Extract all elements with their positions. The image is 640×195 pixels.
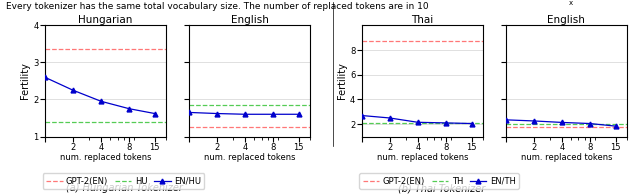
Legend: GPT-2(EN), TH, EN/TH: GPT-2(EN), TH, EN/TH bbox=[360, 173, 519, 189]
Title: English: English bbox=[547, 15, 586, 25]
X-axis label: num. replaced tokens: num. replaced tokens bbox=[377, 153, 468, 162]
Y-axis label: Fertility: Fertility bbox=[337, 62, 347, 99]
Text: (a) Hungarian Tokenizer: (a) Hungarian Tokenizer bbox=[67, 183, 183, 193]
Text: x: x bbox=[568, 0, 572, 6]
X-axis label: num. replaced tokens: num. replaced tokens bbox=[204, 153, 295, 162]
Title: English: English bbox=[230, 15, 269, 25]
Text: (b) Thai Tokenizer: (b) Thai Tokenizer bbox=[398, 183, 485, 193]
Legend: GPT-2(EN), HU, EN/HU: GPT-2(EN), HU, EN/HU bbox=[43, 173, 204, 189]
X-axis label: num. replaced tokens: num. replaced tokens bbox=[60, 153, 151, 162]
Text: Every tokenizer has the same total vocabulary size. The number of replaced token: Every tokenizer has the same total vocab… bbox=[6, 2, 429, 11]
Title: Thai: Thai bbox=[412, 15, 433, 25]
Y-axis label: Fertility: Fertility bbox=[20, 62, 30, 99]
Title: Hungarian: Hungarian bbox=[79, 15, 132, 25]
X-axis label: num. replaced tokens: num. replaced tokens bbox=[521, 153, 612, 162]
